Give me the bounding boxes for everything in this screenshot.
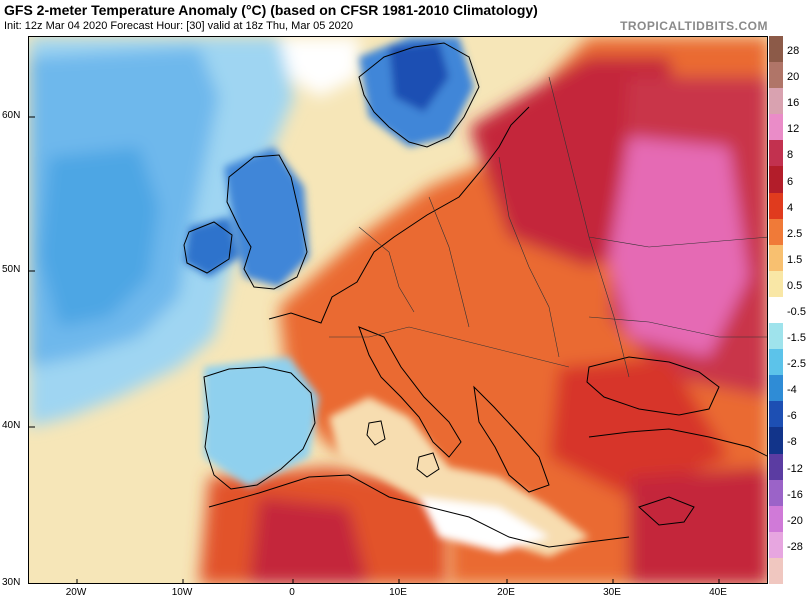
lon-label-20w: 20W [65,587,87,598]
lon-label-10e: 10E [389,587,407,598]
legend-label: -0.5 [787,306,806,318]
legend-label: -8 [787,436,797,449]
legend-label: -2.5 [787,358,806,371]
legend-label: 6 [787,175,794,188]
graticule-ticks [29,116,720,583]
legend-swatch [769,244,783,272]
legend-label: -20 [787,514,803,527]
legend-label: -12 [787,462,803,475]
legend-label: -1.5 [787,332,806,345]
map-subtitle: Init: 12z Mar 04 2020 Forecast Hour: [30… [4,20,353,32]
brand-watermark: TROPICALTIDBITS.COM [620,19,768,33]
legend-label: 28 [787,45,800,58]
lon-label-0: 0 [289,587,295,598]
legend-label: 20 [787,71,800,84]
legend-swatch [769,192,783,220]
lat-label-40n: 40N [2,420,21,431]
legend-swatch [769,375,783,402]
anomaly-map [28,36,768,584]
legend-swatch [769,296,783,324]
legend-label: -4 [787,384,797,397]
british-isles-cold-anomaly [184,147,309,287]
legend-swatch [769,349,783,376]
lon-label-30e: 30E [603,587,621,598]
legend-swatch [769,270,783,298]
legend-swatch [769,62,783,89]
legend-label: 12 [787,123,800,136]
lon-label-10w: 10W [171,587,193,598]
legend-swatch [769,323,783,350]
legend-label: -6 [787,410,797,423]
lon-label-40e: 40E [709,587,727,598]
legend-swatch [769,557,783,585]
legend-label: -28 [787,540,803,553]
legend-swatch [769,427,783,455]
legend-label: 0.5 [787,279,803,292]
coastlines [183,42,767,548]
legend-swatch [769,505,783,533]
map-header: GFS 2-meter Temperature Anomaly (°C) (ba… [0,0,812,36]
lon-label-20e: 20E [497,587,515,598]
legend-swatch [769,114,783,141]
legend-label: 4 [787,201,794,214]
legend-swatch [769,401,783,428]
legend-swatch [769,88,783,115]
map-canvas [29,37,767,583]
lat-label-30n: 30N [2,577,21,588]
legend-swatch [769,140,783,167]
legend-swatch [769,218,783,246]
scandinavia-cold-anomaly [359,37,474,147]
legend-swatch [769,166,783,194]
color-legend: 28 20 16 12 8 6 4 2.5 1.5 0.5 -0.5 -1.5 -2.5 -4 -6 -8 -1… [769,36,812,585]
legend-label: 8 [787,149,794,162]
iberia-cool-anomaly [204,357,319,487]
legend-label: -16 [787,488,803,501]
legend-swatch [769,479,783,507]
legend-swatch [769,36,783,63]
lat-label-50n: 50N [2,264,21,275]
legend-swatch [769,453,783,481]
lat-label-60n: 60N [2,110,21,121]
legend-swatch [769,531,783,559]
legend-label: 1.5 [787,253,803,266]
legend-label: 2.5 [787,227,803,240]
atlantic-cold-anomaly [29,37,359,427]
map-title: GFS 2-meter Temperature Anomaly (°C) (ba… [4,2,538,18]
country-borders [329,76,767,378]
legend-label: 16 [787,97,800,110]
